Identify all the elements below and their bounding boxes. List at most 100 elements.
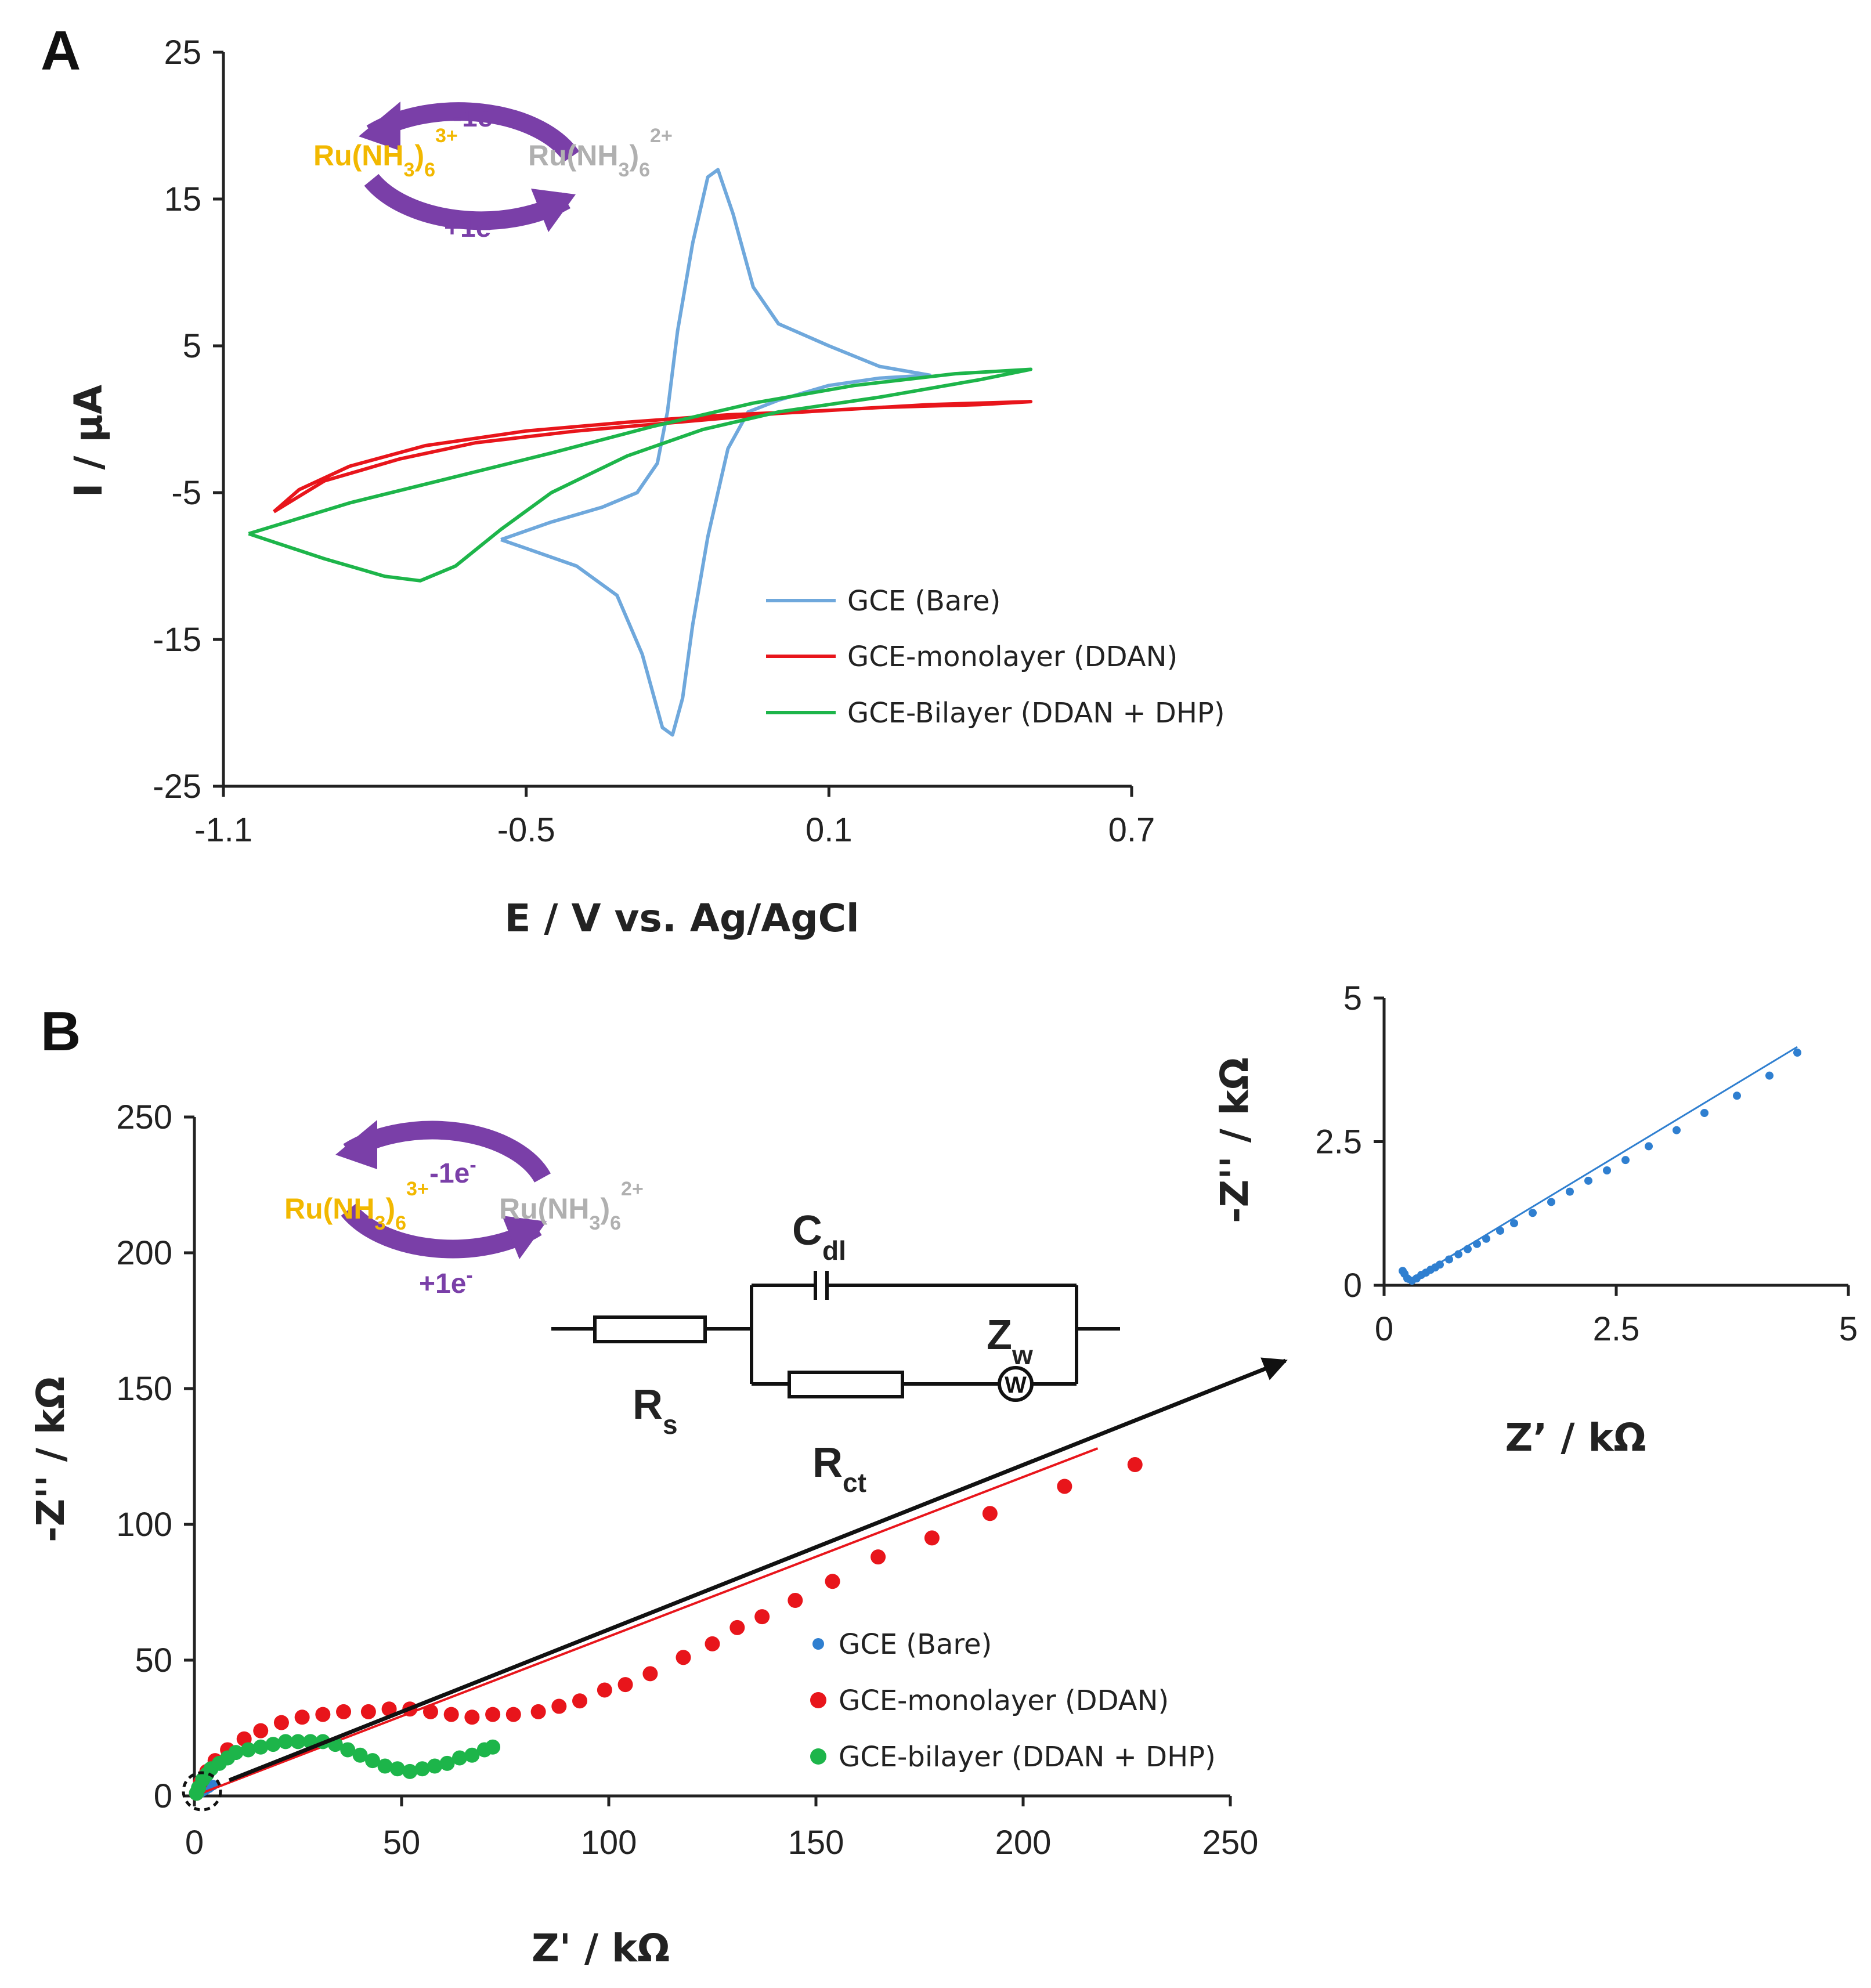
- label-rs: Rs: [633, 1382, 678, 1440]
- nyquist-point-bilayer: [377, 1758, 393, 1774]
- nyquist-point-bilayer: [365, 1753, 381, 1769]
- inset-x-tick-label: 5: [1839, 1310, 1858, 1348]
- nyquist-point-monolayer: [729, 1620, 745, 1635]
- nyquist-point-bilayer: [414, 1761, 430, 1777]
- nyquist-point-monolayer: [982, 1506, 998, 1521]
- nyquist-y-tick-label: 100: [116, 1506, 172, 1544]
- inset-point-bare: [1673, 1126, 1681, 1134]
- arrow-reduction-shape: [364, 174, 570, 230]
- inset-point-bare: [1445, 1255, 1453, 1264]
- nyquist-inset-chart: 0 2.5 5 5 2.5 0: [1315, 979, 1858, 1348]
- nyquist-x-tick-label: 150: [788, 1824, 844, 1862]
- nyquist-point-monolayer: [642, 1666, 658, 1682]
- nyquist-point-monolayer: [253, 1723, 269, 1738]
- arrow-b-reduction-shape: [341, 1203, 542, 1259]
- scheme-a-reduction-label: +1e-: [444, 208, 498, 243]
- panel-b-label: B: [41, 1000, 81, 1062]
- warburg-symbol: W: [1005, 1372, 1027, 1398]
- scheme-b-reduction-label: +1e-: [419, 1264, 473, 1299]
- nyquist-point-monolayer: [924, 1530, 940, 1546]
- zoom-arrow: [228, 1357, 1288, 1783]
- nyquist-y-tick-label: 250: [116, 1098, 172, 1136]
- nyquist-point-bilayer: [340, 1742, 356, 1758]
- cv-y-tick-label: -5: [171, 474, 201, 512]
- nyquist-point-monolayer: [572, 1693, 588, 1709]
- inset-point-bare: [1566, 1187, 1574, 1196]
- inset-y-tick-label: 0: [1343, 1267, 1362, 1304]
- inset-point-bare: [1473, 1239, 1481, 1248]
- resistor-rct: [788, 1371, 904, 1398]
- scheme-a-ru3: Ru(NH3)63+: [313, 125, 458, 181]
- nyquist-point-bilayer: [452, 1750, 467, 1766]
- label-zw: Zw: [987, 1312, 1033, 1370]
- arrow-reduction-head: [531, 189, 576, 232]
- nyquist-point-monolayer: [505, 1707, 521, 1722]
- scheme-a-oxidation-label: -1e-: [453, 98, 500, 133]
- cv-chart: -1.1 -0.5 0.1 0.7 25 15 5 -5 -15 -25: [153, 34, 1155, 849]
- inset-point-bare: [1603, 1166, 1611, 1174]
- inset-x-tick-label: 2.5: [1593, 1310, 1640, 1348]
- nyquist-point-bilayer: [352, 1747, 368, 1763]
- inset-point-bare: [1482, 1234, 1490, 1243]
- nyquist-point-monolayer: [464, 1709, 480, 1725]
- nyquist-y-tick-label: 200: [116, 1234, 172, 1272]
- nyquist-y-tick-label: 0: [154, 1777, 172, 1815]
- nyquist-fit-line-monolayer: [194, 1447, 1099, 1797]
- inset-point-bare: [1793, 1049, 1801, 1057]
- inset-point-bare: [1454, 1250, 1462, 1259]
- nyquist-x-tick-label: 100: [581, 1824, 637, 1862]
- nyquist-point-monolayer: [754, 1609, 770, 1625]
- nyquist-y-tick-label: 50: [135, 1642, 172, 1679]
- inset-point-bare: [1765, 1071, 1774, 1080]
- cv-y-tick-label: -15: [153, 621, 201, 659]
- cv-y-tick-label: -25: [153, 768, 201, 805]
- inset-point-bare: [1645, 1142, 1653, 1151]
- cv-y-tick-label: 25: [164, 34, 201, 71]
- nyquist-point-bilayer: [389, 1761, 405, 1777]
- legend-marker-bilayer: [810, 1748, 826, 1765]
- cv-x-tick-label: -0.5: [497, 811, 555, 849]
- nyquist-point-monolayer: [825, 1574, 840, 1589]
- legend-marker-bare: [812, 1638, 824, 1650]
- cv-y-axis-label: I / µA: [66, 385, 111, 497]
- nyquist-x-tick-label: 0: [185, 1824, 204, 1862]
- cv-y-tick-label: 5: [183, 327, 201, 365]
- nyquist-point-monolayer: [530, 1704, 546, 1719]
- inset-point-bare: [1584, 1176, 1592, 1185]
- label-rct: Rct: [812, 1440, 866, 1498]
- nyquist-point-monolayer: [788, 1593, 803, 1609]
- arrow-b-oxidation-head: [335, 1120, 377, 1169]
- cv-x-tick-label: -1.1: [194, 811, 252, 849]
- cv-y-tick-label: 15: [164, 180, 201, 218]
- nyquist-point-bilayer: [439, 1755, 455, 1771]
- legend-label-monolayer: GCE-monolayer (DDAN): [847, 641, 1177, 673]
- cv-curve-bilayer: [248, 367, 1033, 583]
- cv-legend: GCE (Bare) GCE-monolayer (DDAN) GCE-Bila…: [766, 585, 1225, 729]
- inset-y-tick-label: 5: [1343, 979, 1362, 1017]
- nyquist-point-bilayer: [253, 1739, 269, 1755]
- nyquist-point-monolayer: [551, 1698, 567, 1714]
- nyquist-point-bilayer: [290, 1734, 306, 1750]
- scheme-a-ru2: Ru(NH3)62+: [528, 125, 673, 181]
- nyquist-x-axis-label: Z' / kΩ: [532, 1926, 670, 1971]
- legend-b-label-bare: GCE (Bare): [839, 1628, 992, 1661]
- legend-marker-monolayer: [810, 1692, 826, 1708]
- legend-label-bilayer: GCE-Bilayer (DDAN + DHP): [847, 697, 1225, 729]
- cv-x-tick-label: 0.1: [806, 811, 853, 849]
- legend-b-label-monolayer: GCE-monolayer (DDAN): [839, 1685, 1169, 1717]
- nyquist-x-tick-label: 50: [383, 1824, 421, 1862]
- equivalent-circuit: [551, 1271, 1120, 1402]
- nyquist-point-monolayer: [336, 1704, 352, 1719]
- nyquist-point-monolayer: [1057, 1479, 1072, 1494]
- inset-y-tick-label: 2.5: [1315, 1123, 1362, 1161]
- nyquist-y-tick-label: 150: [116, 1370, 172, 1408]
- nyquist-point-bilayer: [464, 1747, 480, 1763]
- inset-point-bare: [1464, 1245, 1472, 1253]
- arrow-b-reduction-head: [502, 1216, 547, 1259]
- nyquist-point-monolayer: [315, 1707, 331, 1722]
- inset-point-bare: [1436, 1260, 1444, 1269]
- nyquist-point-bilayer: [402, 1763, 418, 1779]
- nyquist-point-monolayer: [273, 1715, 289, 1730]
- zoom-region-marker: [182, 1771, 222, 1812]
- nyquist-point-bilayer: [485, 1739, 501, 1755]
